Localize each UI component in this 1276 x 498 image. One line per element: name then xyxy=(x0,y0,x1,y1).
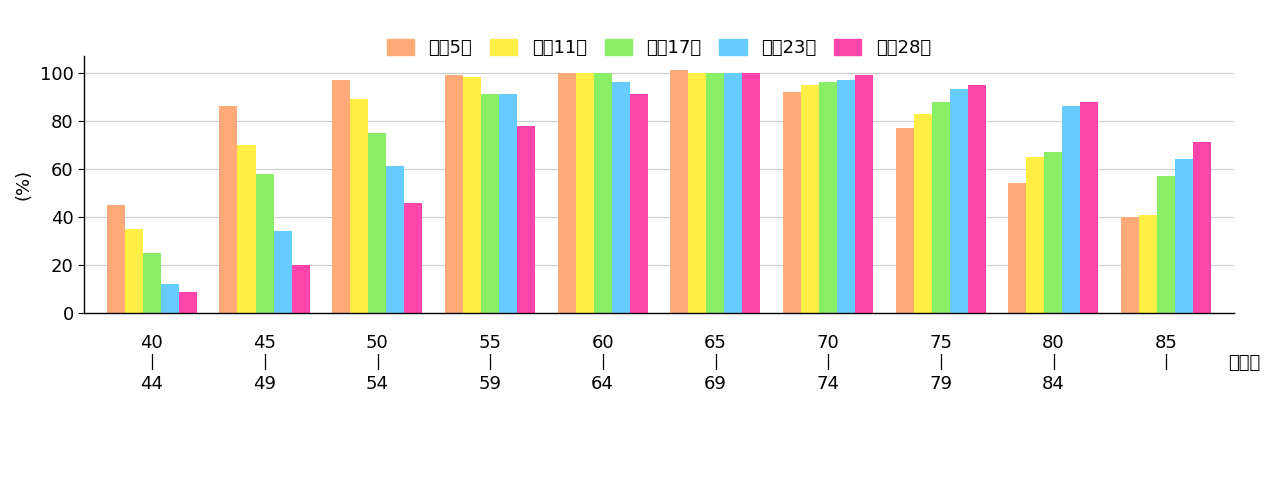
Bar xyxy=(1193,142,1211,313)
Text: |: | xyxy=(1164,355,1169,371)
Text: 85: 85 xyxy=(1155,334,1178,352)
Bar xyxy=(125,229,143,313)
Bar xyxy=(179,291,197,313)
Bar xyxy=(273,232,292,313)
Bar xyxy=(292,265,310,313)
Text: 80: 80 xyxy=(1042,334,1064,352)
Bar xyxy=(629,94,648,313)
Bar xyxy=(1044,152,1063,313)
Bar xyxy=(350,99,369,313)
Bar xyxy=(706,73,725,313)
Legend: 平成5年, 平成11年, 平成17年, 平成23年, 平成28年: 平成5年, 平成11年, 平成17年, 平成23年, 平成28年 xyxy=(380,31,938,64)
Bar xyxy=(481,94,499,313)
Text: 69: 69 xyxy=(704,375,727,393)
Bar xyxy=(499,94,517,313)
Bar xyxy=(593,73,611,313)
Bar xyxy=(1026,157,1044,313)
Text: |: | xyxy=(826,355,831,371)
Text: 64: 64 xyxy=(591,375,614,393)
Bar xyxy=(445,75,463,313)
Text: 59: 59 xyxy=(478,375,501,393)
Bar xyxy=(967,85,985,313)
Text: |: | xyxy=(149,355,154,371)
Bar xyxy=(1008,183,1026,313)
Bar xyxy=(1120,217,1139,313)
Bar xyxy=(1175,159,1193,313)
Bar xyxy=(558,73,575,313)
Bar xyxy=(896,128,914,313)
Bar xyxy=(1081,102,1099,313)
Text: 54: 54 xyxy=(366,375,389,393)
Text: |: | xyxy=(487,355,493,371)
Text: 74: 74 xyxy=(817,375,840,393)
Bar xyxy=(855,75,873,313)
Bar xyxy=(743,73,760,313)
Bar xyxy=(219,107,237,313)
Bar xyxy=(688,73,706,313)
Bar xyxy=(107,205,125,313)
Bar xyxy=(783,92,801,313)
Bar xyxy=(161,284,179,313)
Bar xyxy=(1157,176,1175,313)
Bar xyxy=(611,82,629,313)
Text: 44: 44 xyxy=(140,375,163,393)
Bar xyxy=(237,145,255,313)
Text: |: | xyxy=(262,355,267,371)
Bar xyxy=(369,133,387,313)
Text: 70: 70 xyxy=(817,334,840,352)
Bar xyxy=(463,78,481,313)
Text: 65: 65 xyxy=(704,334,727,352)
Text: 75: 75 xyxy=(929,334,952,352)
Text: |: | xyxy=(375,355,380,371)
Bar xyxy=(143,253,161,313)
Text: |: | xyxy=(600,355,605,371)
Bar xyxy=(837,80,855,313)
Bar xyxy=(914,114,931,313)
Text: |: | xyxy=(1050,355,1055,371)
Bar xyxy=(670,70,688,313)
Text: 40: 40 xyxy=(140,334,163,352)
Bar xyxy=(1063,107,1081,313)
Bar xyxy=(332,80,350,313)
Text: 84: 84 xyxy=(1042,375,1064,393)
Bar xyxy=(931,102,949,313)
Bar xyxy=(404,203,422,313)
Text: |: | xyxy=(713,355,718,371)
Text: 79: 79 xyxy=(929,375,952,393)
Text: 55: 55 xyxy=(478,334,501,352)
Bar xyxy=(725,73,743,313)
Bar xyxy=(517,125,535,313)
Text: 50: 50 xyxy=(366,334,389,352)
Text: 49: 49 xyxy=(253,375,276,393)
Bar xyxy=(801,85,819,313)
Text: 60: 60 xyxy=(591,334,614,352)
Text: （歳）: （歳） xyxy=(1228,355,1261,373)
Bar xyxy=(1139,215,1157,313)
Text: |: | xyxy=(938,355,943,371)
Bar xyxy=(387,166,404,313)
Bar xyxy=(575,73,593,313)
Bar xyxy=(949,90,967,313)
Text: 45: 45 xyxy=(253,334,276,352)
Bar xyxy=(819,82,837,313)
Y-axis label: (%): (%) xyxy=(15,169,33,200)
Bar xyxy=(255,174,273,313)
